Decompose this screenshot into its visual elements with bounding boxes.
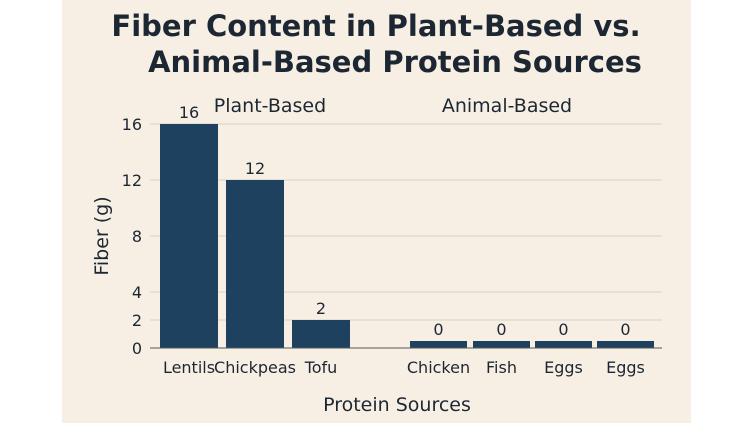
chart-title-line-1: Fiber Content in Plant-Based vs. [111, 9, 640, 43]
y-tick-label: 8 [132, 227, 142, 246]
x-tick-label: Chicken [407, 358, 470, 377]
x-tick-label: Eggs [606, 358, 645, 377]
bar-value-label: 0 [620, 320, 630, 339]
x-tick-label: Lentils [163, 358, 215, 377]
bar [160, 124, 218, 348]
bar [226, 180, 284, 348]
x-tick-label: Fish [486, 358, 517, 377]
x-axis-label: Protein Sources [323, 394, 471, 416]
group-label-plant: Plant-Based [214, 95, 326, 117]
y-tick-label: 2 [132, 311, 142, 330]
y-tick-labels: 0 2 4 8 12 16 [122, 115, 142, 358]
bar-value-label: 0 [558, 320, 568, 339]
y-tick-label: 12 [122, 171, 142, 190]
bar-value-label: 0 [433, 320, 443, 339]
bars [160, 124, 654, 348]
bar-value-label: 2 [316, 299, 326, 318]
group-label-animal: Animal-Based [442, 95, 572, 117]
bar-value-label: 12 [245, 159, 265, 178]
bar-labels: 16 Lentils 12 Chickpeas 2 Tofu 0 Chicken 0 Fish 0 E… [163, 103, 645, 377]
bar [535, 341, 592, 348]
x-tick-label: Eggs [544, 358, 583, 377]
chart-title-line-2: Animal-Based Protein Sources [148, 45, 642, 79]
bar [292, 320, 350, 348]
bar [597, 341, 654, 348]
bar-value-label: 0 [496, 320, 506, 339]
y-axis-label: Fiber (g) [91, 196, 113, 275]
y-tick-label: 0 [132, 339, 142, 358]
bar [473, 341, 530, 348]
y-tick-label: 16 [122, 115, 142, 134]
y-tick-label: 4 [132, 283, 142, 302]
x-tick-label: Tofu [304, 358, 338, 377]
bar-value-label: 16 [179, 103, 199, 122]
x-tick-label: Chickpeas [214, 358, 296, 377]
bar [410, 341, 467, 348]
